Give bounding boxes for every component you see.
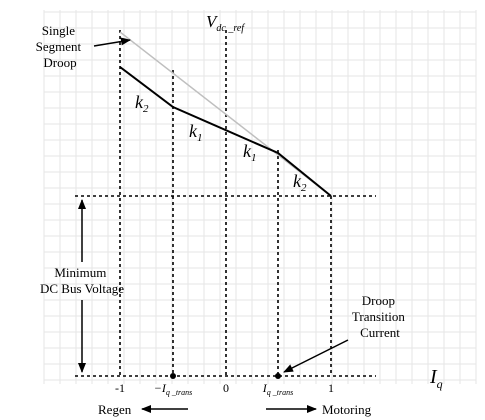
neg-iq-trans-point bbox=[170, 373, 176, 379]
background-grid bbox=[43, 10, 477, 384]
iq-axis-label: Iq bbox=[429, 366, 443, 391]
tick-pos1: 1 bbox=[328, 381, 334, 395]
iq-trans-point bbox=[275, 373, 281, 379]
single-segment-droop-label: Single Segment Droop bbox=[36, 23, 85, 70]
regen-label: Regen bbox=[98, 402, 132, 417]
tick-zero: 0 bbox=[223, 381, 229, 395]
single-segment-pointer-arrow bbox=[93, 37, 131, 47]
k2-left-label: k2 bbox=[135, 92, 149, 115]
k1-right-label: k1 bbox=[243, 141, 257, 164]
v-dc-ref-label: Vdc _ref bbox=[206, 12, 245, 34]
tick-neg-iq-trans: −Iq _trans bbox=[154, 381, 193, 397]
droop-transition-pointer-arrow bbox=[283, 339, 349, 373]
k1-left-label: k1 bbox=[189, 121, 203, 144]
droop-transition-current-label: Droop Transition Current bbox=[352, 293, 408, 340]
tick-iq-trans: Iq _trans bbox=[262, 381, 293, 397]
tick-neg1: -1 bbox=[115, 381, 125, 395]
motoring-label: Motoring bbox=[322, 402, 372, 417]
droop-curve bbox=[119, 66, 332, 197]
min-dc-bus-voltage-label: Minimum DC Bus Voltage bbox=[40, 265, 124, 296]
k2-right-label: k2 bbox=[293, 171, 307, 194]
